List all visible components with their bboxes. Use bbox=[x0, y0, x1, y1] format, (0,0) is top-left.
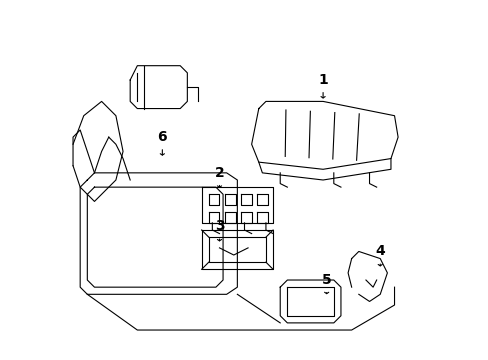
Text: 2: 2 bbox=[214, 166, 224, 187]
Text: 5: 5 bbox=[321, 273, 331, 294]
Text: 3: 3 bbox=[214, 220, 224, 241]
Text: 1: 1 bbox=[318, 73, 327, 98]
Text: 4: 4 bbox=[375, 244, 385, 266]
Text: 6: 6 bbox=[157, 130, 167, 155]
